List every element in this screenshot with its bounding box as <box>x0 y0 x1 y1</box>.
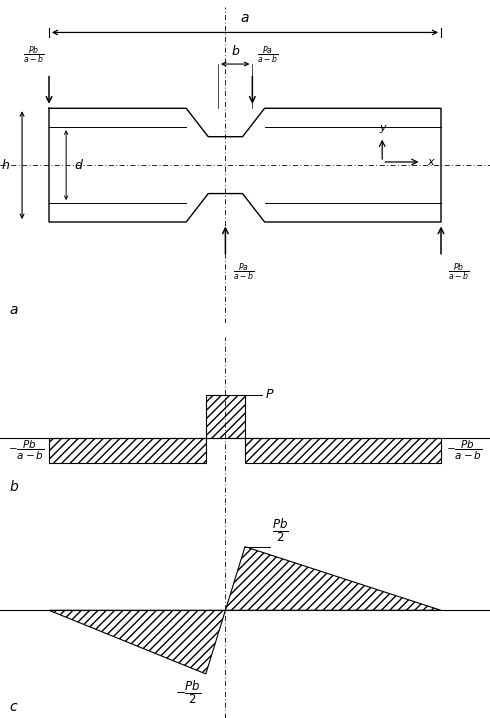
Text: $-\dfrac{Pb}{a-b}$: $-\dfrac{Pb}{a-b}$ <box>446 439 482 462</box>
Text: $\frac{Pb}{a-b}$: $\frac{Pb}{a-b}$ <box>23 44 44 65</box>
Text: $-\dfrac{Pb}{a-b}$: $-\dfrac{Pb}{a-b}$ <box>8 439 44 462</box>
Text: y: y <box>379 123 386 133</box>
Text: $-\dfrac{Pb}{2}$: $-\dfrac{Pb}{2}$ <box>174 679 201 706</box>
Polygon shape <box>206 395 245 438</box>
Polygon shape <box>49 438 206 463</box>
Text: $P$: $P$ <box>265 388 274 401</box>
Text: $d$: $d$ <box>74 158 83 172</box>
Text: b: b <box>10 480 19 494</box>
Text: x: x <box>427 157 434 167</box>
Text: c: c <box>10 700 18 714</box>
Text: $\frac{Pa}{a-b}$: $\frac{Pa}{a-b}$ <box>257 44 278 65</box>
Text: a: a <box>10 303 18 317</box>
Text: $\frac{Pb}{a-b}$: $\frac{Pb}{a-b}$ <box>448 261 469 283</box>
Text: $\frac{Pa}{a-b}$: $\frac{Pa}{a-b}$ <box>233 261 254 283</box>
Polygon shape <box>225 546 441 610</box>
Polygon shape <box>245 438 441 463</box>
Text: $h$: $h$ <box>0 158 10 172</box>
Text: $\dfrac{Pb}{2}$: $\dfrac{Pb}{2}$ <box>272 518 289 544</box>
Text: $b$: $b$ <box>230 44 240 57</box>
Text: $a$: $a$ <box>240 11 250 24</box>
Polygon shape <box>49 610 225 674</box>
